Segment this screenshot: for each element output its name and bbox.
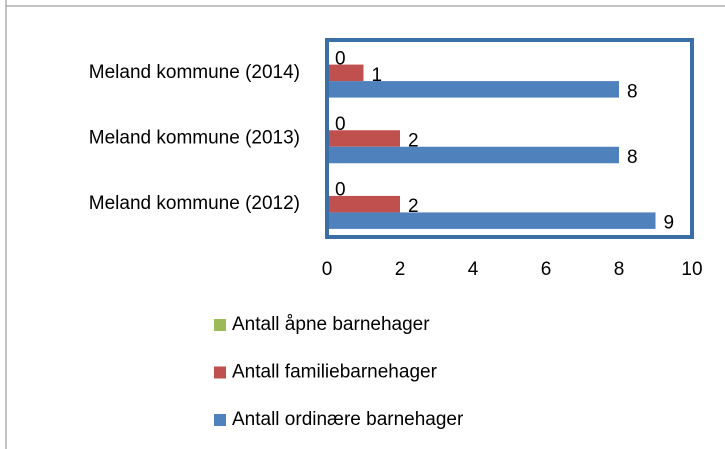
bar <box>327 212 656 229</box>
y-tick-label: Meland kommune (2013) <box>89 128 300 149</box>
plot-border <box>325 38 694 239</box>
legend-label: Antall familiebarnehager <box>232 362 438 383</box>
x-tick-label: 4 <box>468 259 479 280</box>
value-label: 0 <box>335 114 346 135</box>
x-tick-label: 0 <box>322 259 333 280</box>
x-tick-label: 8 <box>614 259 625 280</box>
bar <box>327 146 619 164</box>
value-label: 2 <box>408 131 419 152</box>
bar <box>327 64 364 82</box>
value-label: 9 <box>664 213 675 234</box>
value-label: 1 <box>372 65 383 86</box>
value-label: 8 <box>627 81 638 102</box>
y-tick-label: Meland kommune (2014) <box>89 62 300 83</box>
bar <box>327 81 619 98</box>
x-tick-label: 6 <box>541 259 552 280</box>
value-label: 8 <box>627 147 638 168</box>
y-tick-label: Meland kommune (2012) <box>89 193 300 214</box>
bar <box>327 195 400 213</box>
x-tick-label: 2 <box>395 259 406 280</box>
value-label: 0 <box>335 48 346 69</box>
value-label: 0 <box>335 180 346 201</box>
x-tick-label: 10 <box>681 259 702 280</box>
legend-swatch <box>214 319 226 331</box>
legend-label: Antall ordinære barnehager <box>232 409 464 430</box>
bar <box>327 130 400 147</box>
legend-label: Antall åpne barnehager <box>232 314 430 335</box>
legend-swatch <box>214 414 226 426</box>
value-label: 2 <box>408 196 419 217</box>
legend-swatch <box>214 366 226 379</box>
